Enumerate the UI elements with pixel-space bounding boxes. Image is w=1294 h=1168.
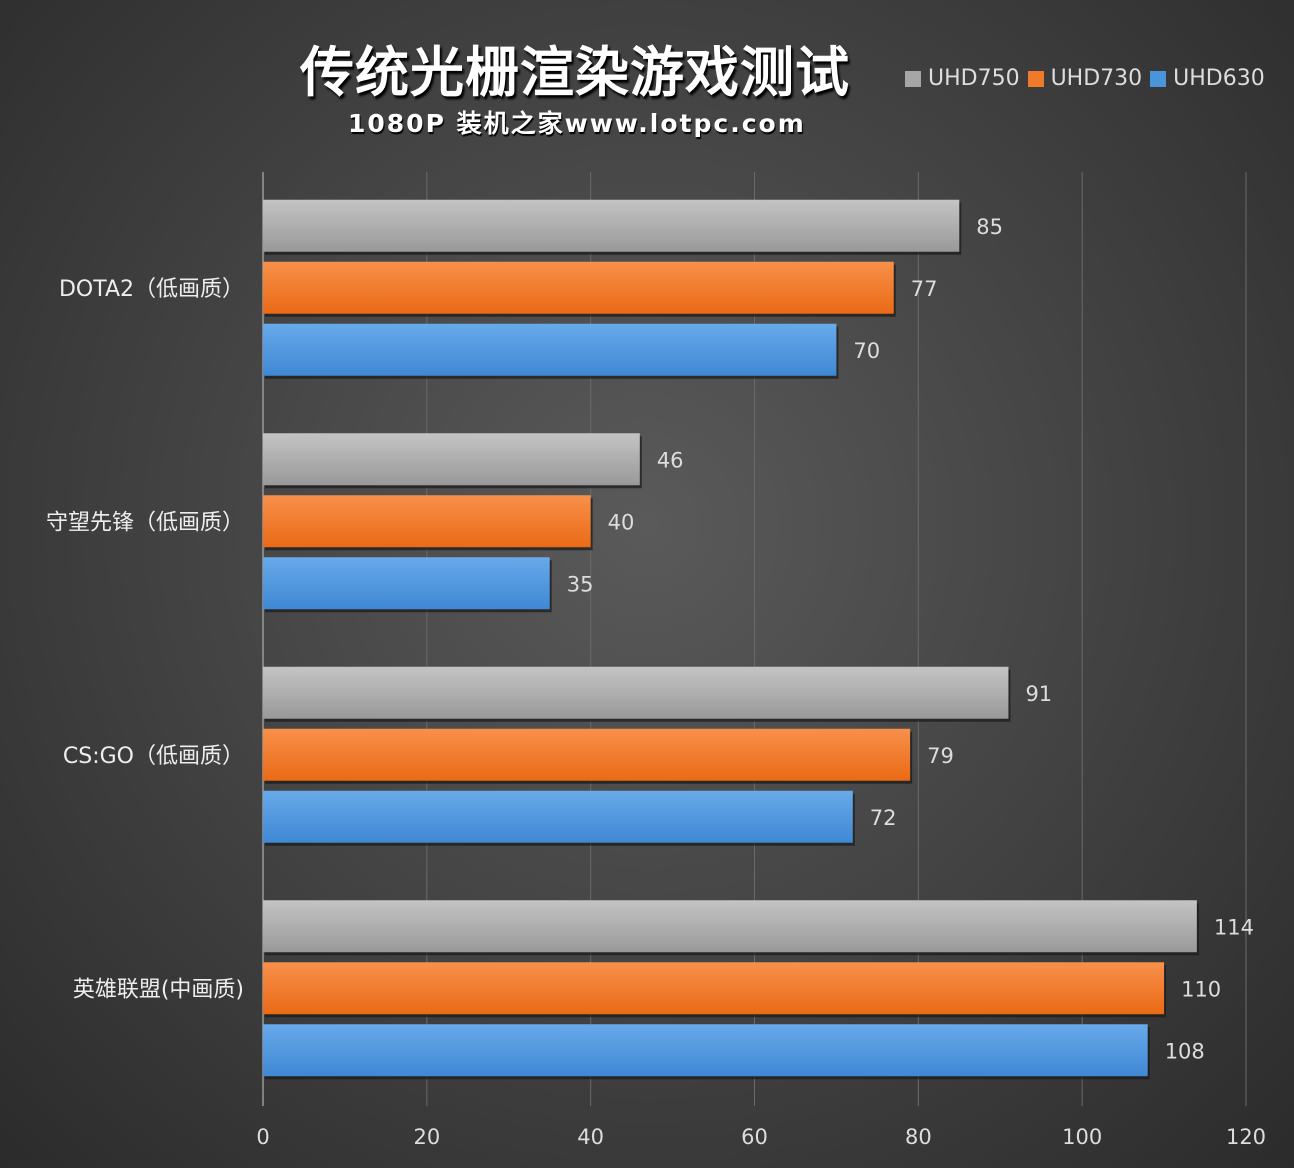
bar	[263, 900, 1197, 953]
data-label: 114	[1214, 915, 1254, 939]
data-label: 70	[853, 339, 880, 363]
data-label: 79	[927, 744, 954, 768]
legend-swatch	[905, 70, 921, 87]
data-label: 110	[1181, 977, 1221, 1001]
category-label: 英雄联盟(中画质)	[73, 977, 244, 1002]
category-label: 守望先锋（低画质）	[46, 510, 244, 535]
bar	[263, 790, 853, 843]
legend-label: UHD750	[928, 66, 1020, 91]
data-label: 35	[567, 572, 594, 596]
chart-subtitle: 1080P 装机之家www.lotpc.com	[348, 109, 806, 138]
bar	[263, 728, 911, 781]
legend-swatch	[1027, 70, 1044, 87]
data-label: 72	[870, 806, 897, 830]
data-label: 85	[976, 215, 1003, 239]
legend-item: UHD630	[1150, 66, 1265, 91]
bar	[263, 557, 550, 610]
bar	[263, 261, 894, 314]
legend-label: UHD730	[1050, 66, 1143, 91]
x-tick-label: 80	[905, 1125, 932, 1149]
x-tick-label: 40	[577, 1125, 604, 1149]
legend-swatch	[1150, 70, 1167, 87]
legend-label: UHD630	[1173, 66, 1265, 91]
data-label: 108	[1165, 1039, 1205, 1063]
category-label: DOTA2（低画质）	[59, 277, 244, 302]
x-tick-label: 100	[1062, 1125, 1102, 1149]
bar	[263, 199, 960, 252]
bar	[263, 495, 591, 548]
x-tick-label: 0	[256, 1125, 269, 1149]
x-tick-label: 120	[1226, 1125, 1266, 1149]
legend-item: UHD730	[1027, 66, 1143, 91]
bar	[263, 433, 640, 486]
bar	[263, 962, 1165, 1015]
data-label: 77	[911, 277, 938, 301]
data-label: 46	[657, 448, 684, 472]
data-label: 91	[1025, 682, 1052, 706]
category-label: CS:GO（低画质）	[63, 744, 244, 769]
x-tick-label: 60	[741, 1125, 768, 1149]
legend-item: UHD750	[905, 66, 1020, 91]
bar	[263, 666, 1009, 719]
x-tick-label: 20	[413, 1125, 440, 1149]
chart-title: 传统光栅渲染游戏测试	[300, 41, 850, 104]
bar	[263, 1024, 1148, 1077]
data-label: 40	[608, 510, 635, 534]
legend: UHD750 UHD730 UHD630	[905, 66, 1265, 91]
bar	[263, 323, 837, 376]
